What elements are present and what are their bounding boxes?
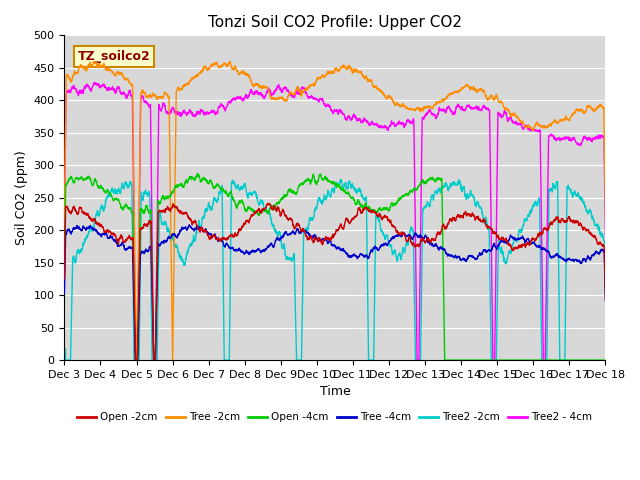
Title: Tonzi Soil CO2 Profile: Upper CO2: Tonzi Soil CO2 Profile: Upper CO2 <box>208 15 462 30</box>
Y-axis label: Soil CO2 (ppm): Soil CO2 (ppm) <box>15 150 28 245</box>
Legend: Open -2cm, Tree -2cm, Open -4cm, Tree -4cm, Tree2 -2cm, Tree2 - 4cm: Open -2cm, Tree -2cm, Open -4cm, Tree -4… <box>74 408 596 426</box>
Text: TZ_soilco2: TZ_soilco2 <box>78 50 150 63</box>
X-axis label: Time: Time <box>319 385 350 398</box>
